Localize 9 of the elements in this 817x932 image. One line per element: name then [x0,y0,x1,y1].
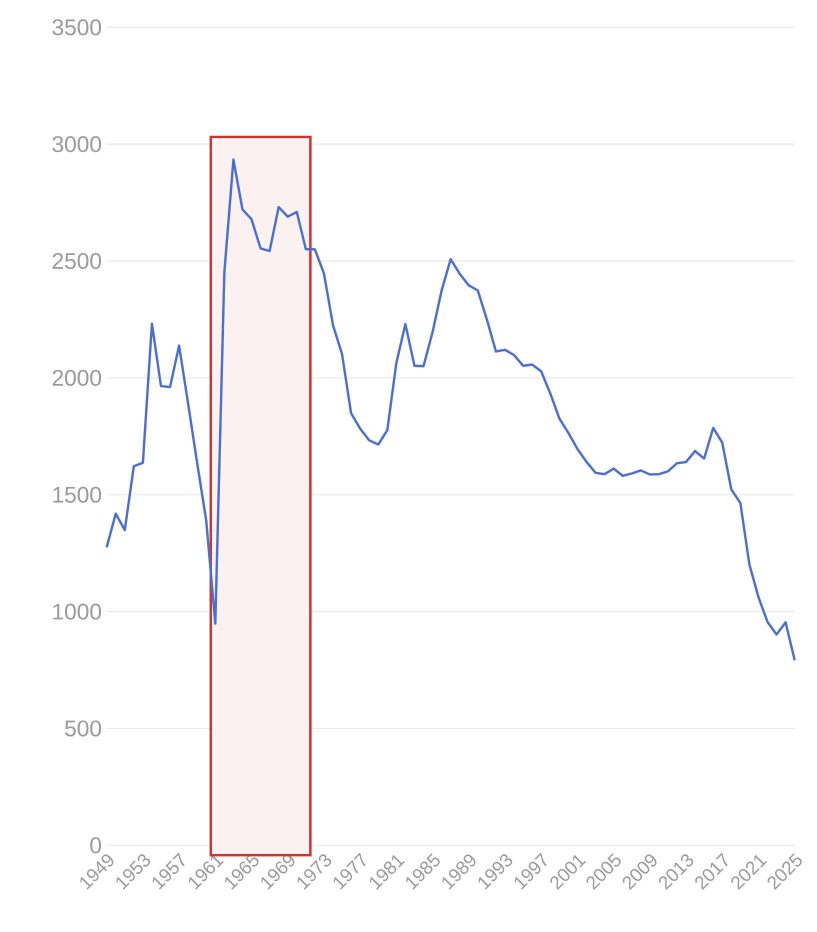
y-tick-label: 500 [65,720,102,737]
y-tick-label: 3000 [52,136,102,152]
y-tick-label: 0 [90,837,102,854]
y-tick-label: 2000 [52,370,102,386]
y-tick-label: 2500 [52,253,102,270]
y-tick-label: 3500 [52,19,102,36]
y-tick-label: 1500 [53,486,102,503]
line-series [105,158,796,662]
y-tick-label: 1000 [53,604,102,620]
